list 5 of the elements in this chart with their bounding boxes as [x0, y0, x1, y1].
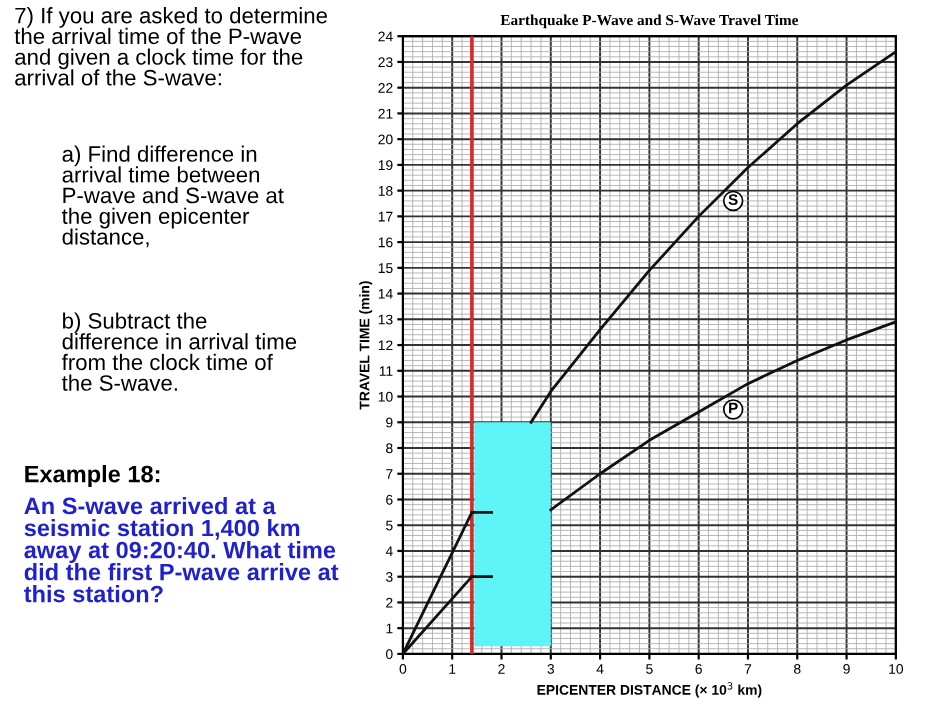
text: An S-wave arrived at a seismic station 1,400 km away at 09:20:40. What time did the first P-wave arrive at this station?: [23, 497, 339, 603]
text: a) Find difference in arrival time between P-wave and S-wave at the given epicenter distance,: [61, 145, 284, 248]
text: 7) If you are asked to determine the arrival time of the P-wave and given a clock time for the arrival of the S-wave:: [14, 7, 327, 86]
text: b) Subtract the difference in arrival time from the clock time of the S-wave.: [61, 312, 297, 391]
text: Example 18:: [25, 465, 160, 488]
